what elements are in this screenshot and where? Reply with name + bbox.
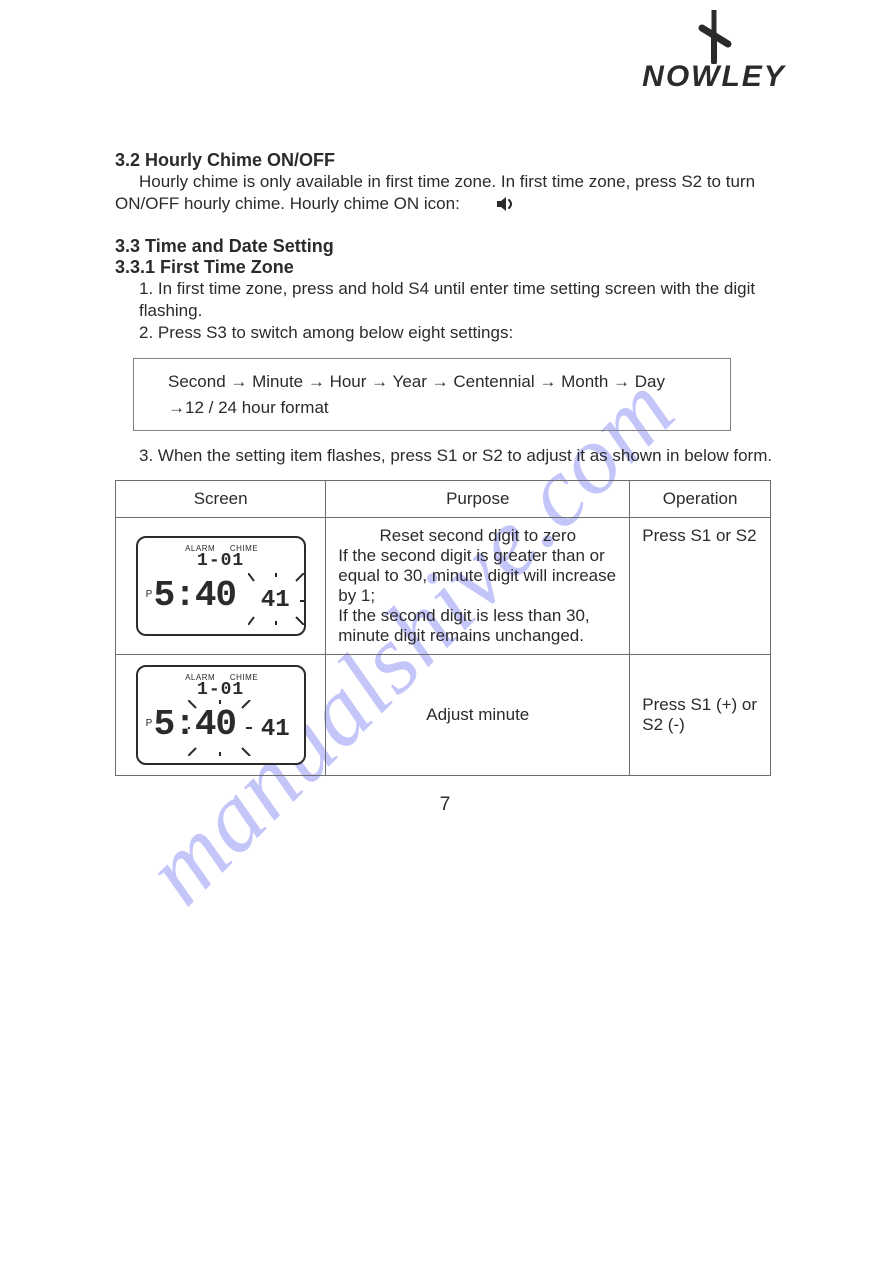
manual-page: NOWLEY manualshive.com 3.2 Hourly Chime … (0, 0, 884, 1263)
lcd-date: 1-01 (144, 680, 298, 700)
lcd-time-seconds: 41 (261, 716, 290, 743)
table-row: ALARM CHIME 1-01 P 5:40 41 (116, 654, 771, 775)
lcd-time-seconds: 41 (261, 587, 290, 614)
lcd-time-main: 5:40 (154, 575, 236, 616)
purpose-title: Adjust minute (426, 705, 529, 724)
purpose-title: Reset second digit to zero (338, 526, 617, 546)
col-header-operation: Operation (630, 480, 771, 517)
section-3-2-body-text: Hourly chime is only available in first … (115, 172, 755, 213)
col-header-screen: Screen (116, 480, 326, 517)
step-3-text: 3. When the setting item flashes, press … (139, 445, 775, 467)
section-3-2-body: Hourly chime is only available in first … (115, 171, 775, 218)
step-1-text: 1. In first time zone, press and hold S4… (139, 278, 775, 322)
page-content: 3.2 Hourly Chime ON/OFF Hourly chime is … (115, 150, 775, 816)
col-header-purpose: Purpose (326, 480, 630, 517)
section-3-2-heading: 3.2 Hourly Chime ON/OFF (115, 150, 775, 171)
section-3-3-heading: 3.3 Time and Date Setting (115, 236, 775, 257)
screen-cell: ALARM CHIME 1-01 P 5:40 41 (116, 654, 326, 775)
setting-sequence-box: Second → Minute → Hour → Year → Centenni… (133, 358, 731, 431)
table-row: ALARM CHIME 1-01 P 5:40 41 (116, 517, 771, 654)
lcd-display: ALARM CHIME 1-01 P 5:40 41 (136, 665, 306, 765)
operation-cell: Press S1 (+) or S2 (-) (630, 654, 771, 775)
purpose-cell: Adjust minute (326, 654, 630, 775)
brand-logo: NOWLEY (624, 10, 804, 94)
setting-sequence-text: Second → Minute → Hour → Year → Centenni… (168, 372, 665, 417)
operation-cell: Press S1 or S2 (630, 517, 771, 654)
step-2-text: 2. Press S3 to switch among below eight … (139, 322, 775, 344)
logo-mark-icon (684, 10, 744, 64)
purpose-detail: If the second digit is greater than or e… (338, 546, 616, 645)
screen-cell: ALARM CHIME 1-01 P 5:40 41 (116, 517, 326, 654)
page-number: 7 (115, 794, 775, 816)
settings-table: Screen Purpose Operation ALARM CHIME 1-0… (115, 480, 771, 776)
brand-name: NOWLEY (642, 60, 786, 94)
table-header-row: Screen Purpose Operation (116, 480, 771, 517)
chime-on-icon (471, 196, 515, 218)
operation-text: Press S1 or S2 (642, 526, 756, 545)
operation-text: Press S1 (+) or S2 (-) (642, 695, 757, 734)
lcd-date: 1-01 (144, 551, 298, 571)
lcd-display: ALARM CHIME 1-01 P 5:40 41 (136, 536, 306, 636)
lcd-pm-indicator: P (146, 589, 153, 600)
lcd-time-main: 5:40 (154, 704, 236, 745)
section-3-3-1-heading: 3.3.1 First Time Zone (115, 257, 775, 278)
lcd-pm-indicator: P (146, 718, 153, 729)
purpose-cell: Reset second digit to zero If the second… (326, 517, 630, 654)
